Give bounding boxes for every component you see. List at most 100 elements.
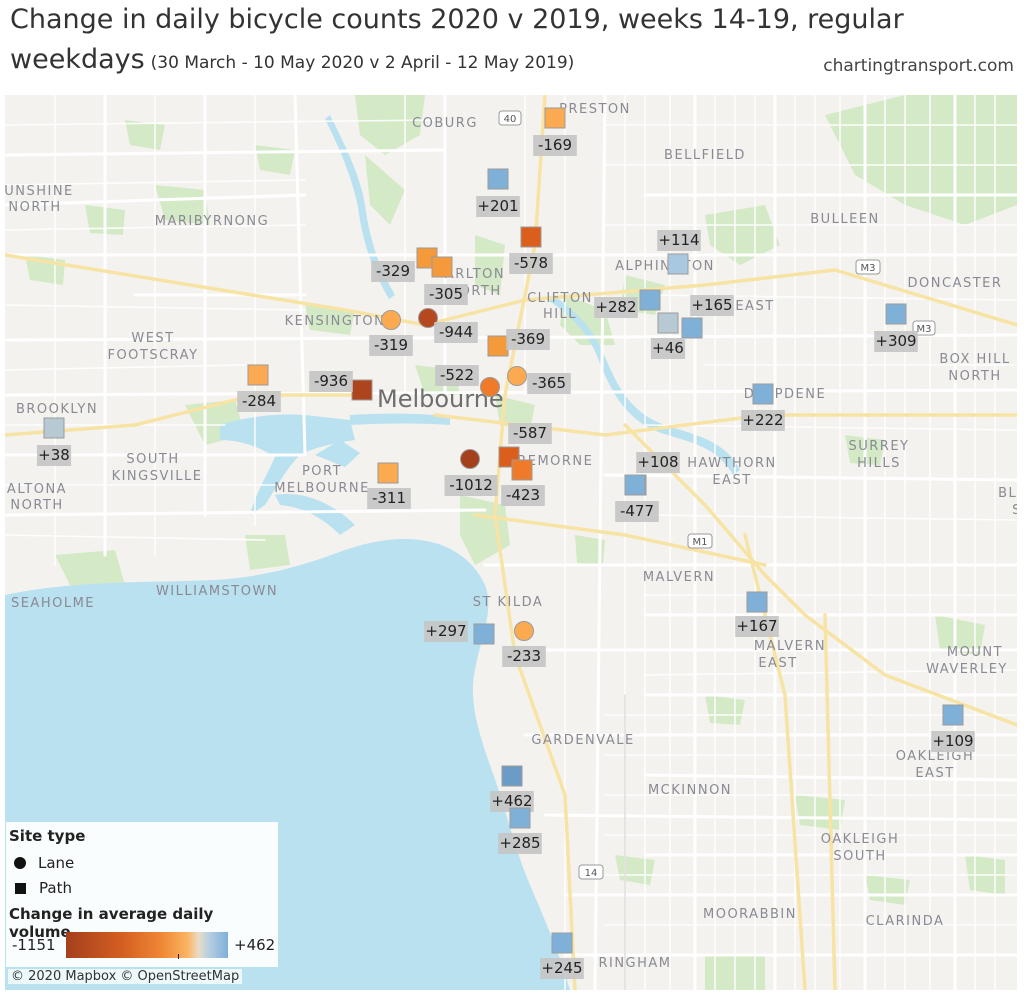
path-site-marker[interactable] xyxy=(501,765,523,787)
place-label: S xyxy=(1012,503,1017,518)
place-label: NORTH xyxy=(948,369,1001,384)
count-site[interactable]: +222 xyxy=(741,383,785,431)
path-site-marker[interactable] xyxy=(885,303,907,325)
count-site[interactable]: -1012 xyxy=(444,449,498,497)
site-value-label-bg xyxy=(508,423,552,444)
count-site[interactable]: -305 xyxy=(424,256,468,305)
site-value-label: -305 xyxy=(429,285,463,303)
path-site-marker[interactable] xyxy=(487,168,509,190)
road-shield-40: 40 xyxy=(498,110,522,126)
path-site-marker[interactable] xyxy=(520,226,542,248)
place-label: BROOKLYN xyxy=(16,402,98,417)
count-site[interactable]: +109 xyxy=(931,704,975,752)
path-site-marker[interactable] xyxy=(431,256,453,278)
circle-icon xyxy=(14,857,26,869)
lane-site-marker[interactable] xyxy=(507,366,527,386)
site-value-label: -365 xyxy=(532,374,566,392)
site-value-label: +109 xyxy=(932,732,973,750)
place-label: MARIBYRNONG xyxy=(155,214,269,229)
site-value-label-bg xyxy=(498,833,542,854)
legend-zero-tick xyxy=(178,954,179,959)
svg-text:M3: M3 xyxy=(917,324,932,335)
lane-site-marker[interactable] xyxy=(480,377,500,397)
place-label: SEAHOLME xyxy=(11,596,95,611)
count-site[interactable]: -936 xyxy=(309,371,373,401)
site-value-label: +108 xyxy=(637,453,678,471)
site-value-label-bg xyxy=(369,335,413,356)
path-site-marker[interactable] xyxy=(487,335,509,357)
place-label: HILLS xyxy=(857,456,901,471)
count-site[interactable]: +46 xyxy=(650,312,686,359)
count-site[interactable]: -369 xyxy=(487,329,550,357)
path-site-marker[interactable] xyxy=(681,317,703,339)
map-attribution: © 2020 Mapbox © OpenStreetMap xyxy=(8,969,243,984)
path-site-marker[interactable] xyxy=(247,364,269,386)
lane-site-marker[interactable] xyxy=(418,308,438,328)
place-label: MELBOURNE xyxy=(274,481,370,496)
path-site-marker[interactable] xyxy=(509,807,531,829)
lane-site-marker[interactable] xyxy=(381,310,401,330)
lane-site-marker[interactable] xyxy=(514,621,534,641)
count-site[interactable]: +462 xyxy=(490,765,534,812)
count-site[interactable]: -284 xyxy=(237,364,281,412)
count-site[interactable]: -319 xyxy=(369,310,413,357)
site-value-label-bg xyxy=(741,410,785,431)
count-site[interactable]: +282 xyxy=(594,289,661,318)
count-site[interactable]: -423 xyxy=(501,459,545,506)
path-site-marker[interactable] xyxy=(43,417,65,439)
count-site[interactable]: -522 xyxy=(435,365,500,397)
count-site[interactable]: -311 xyxy=(367,462,411,509)
site-value-label: -233 xyxy=(507,647,541,665)
path-site-marker[interactable] xyxy=(752,383,774,405)
path-site-marker[interactable] xyxy=(639,289,661,311)
site-value-label: +167 xyxy=(736,617,777,635)
road-shield-14: 14 xyxy=(578,864,604,880)
site-value-label-bg xyxy=(371,261,415,282)
place-labels: PRESTONCOBURGBELLFIELDUNSHINENORTHMARIBY… xyxy=(5,102,1017,971)
svg-text:14: 14 xyxy=(585,868,598,879)
count-site[interactable]: -365 xyxy=(507,366,571,395)
count-site[interactable]: -477 xyxy=(615,474,659,522)
count-site[interactable]: +285 xyxy=(498,807,542,854)
site-value-label-bg xyxy=(490,791,534,812)
place-label: ARLTON xyxy=(445,267,505,282)
count-site[interactable]: -944 xyxy=(418,308,478,344)
count-site[interactable]: -578 xyxy=(509,226,553,274)
place-label: DONCASTER xyxy=(908,276,1003,291)
count-site[interactable]: +297 xyxy=(424,621,495,645)
path-site-marker[interactable] xyxy=(624,474,646,496)
path-site-marker[interactable] xyxy=(551,932,573,954)
site-value-label-bg xyxy=(424,621,468,642)
path-site-marker[interactable] xyxy=(473,623,495,645)
count-site[interactable]: +309 xyxy=(874,303,918,352)
count-site[interactable]: -233 xyxy=(502,621,546,668)
count-site[interactable]: +165 xyxy=(681,295,734,339)
site-credit: chartingtransport.com xyxy=(823,56,1014,76)
path-site-marker[interactable] xyxy=(544,107,566,129)
count-site[interactable]: +38 xyxy=(36,417,72,466)
count-site[interactable]: +245 xyxy=(540,932,584,979)
site-value-label: -1012 xyxy=(449,476,493,494)
path-site-marker[interactable] xyxy=(942,704,964,726)
site-value-label: -169 xyxy=(538,136,572,154)
path-site-marker[interactable] xyxy=(746,591,768,613)
path-site-marker[interactable] xyxy=(657,312,679,334)
count-site[interactable]: -169 xyxy=(533,107,577,156)
site-value-label-bg xyxy=(636,452,680,473)
site-value-label: -311 xyxy=(372,489,406,507)
path-site-marker[interactable] xyxy=(351,379,373,401)
count-site[interactable]: +167 xyxy=(735,591,779,637)
place-label: MCKINNON xyxy=(648,783,732,798)
path-site-marker[interactable] xyxy=(667,253,689,275)
legend-path-label: Path xyxy=(39,879,72,897)
site-value-label: +282 xyxy=(595,298,636,316)
site-value-label: -284 xyxy=(242,392,276,410)
lane-site-marker[interactable] xyxy=(460,449,480,469)
count-site[interactable]: +114 xyxy=(657,230,701,275)
path-site-marker[interactable] xyxy=(377,462,399,484)
legend: Site type Lane Path Change in average da… xyxy=(6,822,278,967)
site-value-label: -578 xyxy=(514,254,548,272)
count-site[interactable]: +201 xyxy=(476,168,520,217)
path-site-marker[interactable] xyxy=(511,459,533,481)
place-label: SOUTH xyxy=(126,452,179,467)
